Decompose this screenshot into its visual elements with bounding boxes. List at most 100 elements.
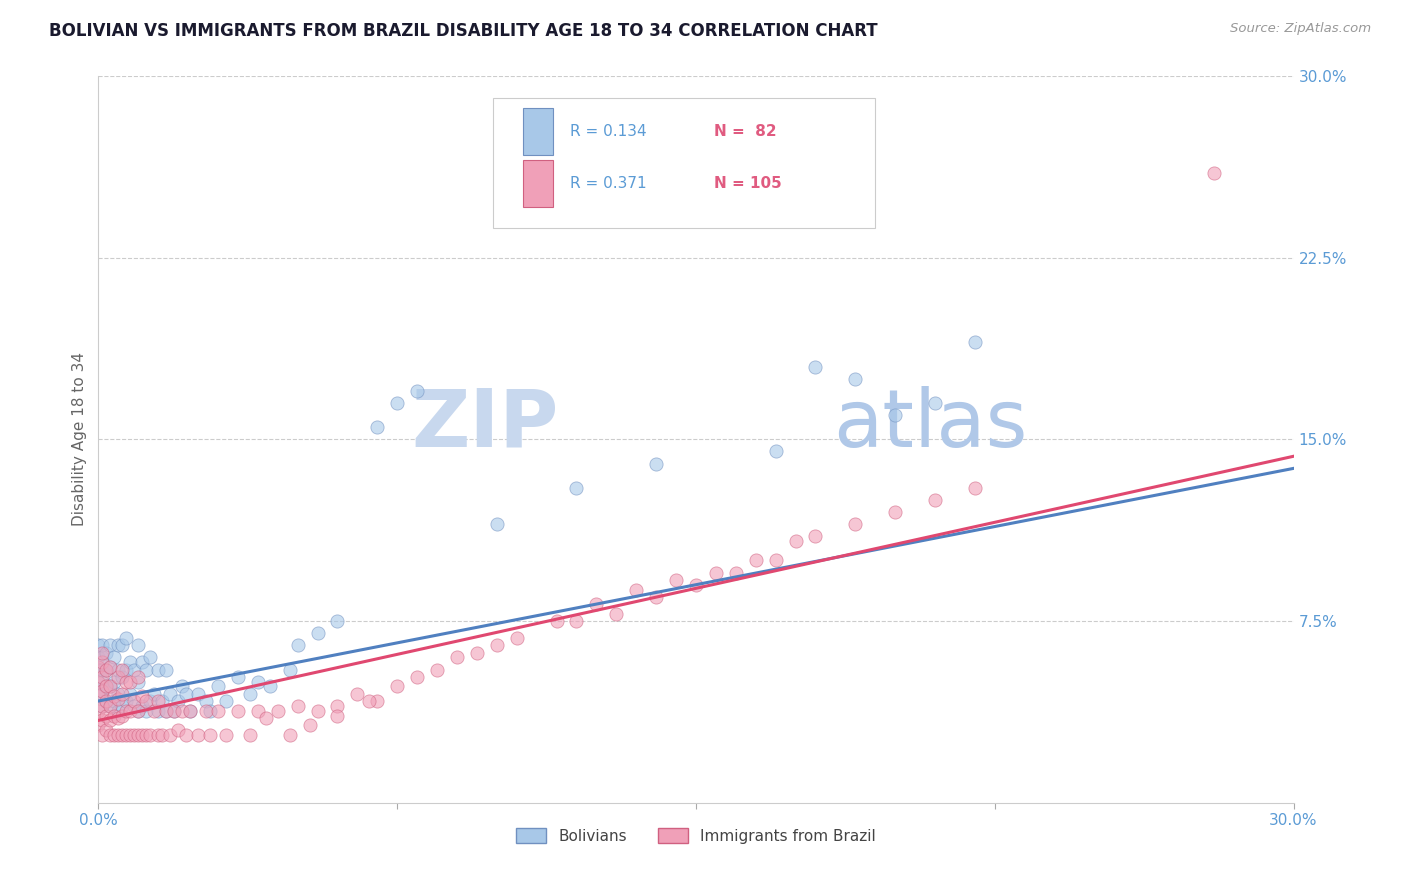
Point <box>103 728 125 742</box>
Point <box>844 517 866 532</box>
Point <box>239 728 262 742</box>
Point <box>326 708 349 723</box>
Point <box>844 372 866 386</box>
Point <box>924 492 946 507</box>
Point <box>139 694 162 708</box>
Point <box>148 663 170 677</box>
Point <box>103 708 125 723</box>
Point <box>150 728 173 742</box>
Point <box>485 517 508 532</box>
Point <box>139 650 162 665</box>
Point <box>195 694 218 708</box>
Point <box>226 704 249 718</box>
Text: Source: ZipAtlas.com: Source: ZipAtlas.com <box>1230 22 1371 36</box>
Point <box>215 694 238 708</box>
Point <box>87 704 110 718</box>
Point <box>163 704 186 718</box>
Point <box>724 566 747 580</box>
Point <box>298 718 321 732</box>
Text: atlas: atlas <box>834 385 1028 464</box>
Point <box>155 663 177 677</box>
Text: R = 0.371: R = 0.371 <box>571 176 647 191</box>
Point <box>226 670 249 684</box>
Point <box>765 444 787 458</box>
Legend: Bolivians, Immigrants from Brazil: Bolivians, Immigrants from Brazil <box>509 822 883 850</box>
Point <box>804 529 827 543</box>
Point <box>96 680 118 694</box>
Point <box>91 638 114 652</box>
Point <box>115 631 138 645</box>
Point <box>172 704 194 718</box>
Point <box>91 698 114 713</box>
Point <box>195 704 218 718</box>
Point <box>96 694 118 708</box>
Point <box>366 420 388 434</box>
Point <box>174 687 197 701</box>
Point <box>115 704 138 718</box>
Point <box>111 708 134 723</box>
Point <box>585 597 607 611</box>
Point <box>91 670 114 684</box>
Point <box>98 680 122 694</box>
Point <box>163 704 186 718</box>
Point <box>111 670 134 684</box>
Point <box>605 607 627 621</box>
Point <box>135 704 157 718</box>
FancyBboxPatch shape <box>523 108 553 155</box>
Point <box>96 723 118 737</box>
Point <box>103 674 125 689</box>
Point <box>546 614 568 628</box>
Point <box>124 694 146 708</box>
Point <box>139 728 162 742</box>
Point <box>884 505 907 519</box>
Point <box>131 698 153 713</box>
Point <box>107 687 129 701</box>
Point <box>91 674 114 689</box>
Point <box>287 638 309 652</box>
Point <box>665 573 688 587</box>
Point <box>179 704 201 718</box>
Point <box>745 553 768 567</box>
Point <box>87 687 110 701</box>
Text: BOLIVIAN VS IMMIGRANTS FROM BRAZIL DISABILITY AGE 18 TO 34 CORRELATION CHART: BOLIVIAN VS IMMIGRANTS FROM BRAZIL DISAB… <box>49 22 877 40</box>
Point <box>91 687 114 701</box>
Point <box>924 396 946 410</box>
Point <box>115 728 138 742</box>
Point <box>98 714 122 728</box>
Point <box>107 728 129 742</box>
Point <box>385 396 409 410</box>
Point <box>278 728 301 742</box>
Point <box>179 704 201 718</box>
Point <box>963 481 986 495</box>
Text: N = 105: N = 105 <box>714 176 782 191</box>
Point <box>326 614 349 628</box>
Point <box>207 680 229 694</box>
Point <box>107 663 129 677</box>
Point <box>98 660 122 674</box>
Point <box>446 650 468 665</box>
Point <box>143 687 166 701</box>
Point <box>127 670 149 684</box>
Point <box>103 694 125 708</box>
Point <box>87 674 110 689</box>
Point <box>115 694 138 708</box>
Point <box>91 714 114 728</box>
Point <box>172 680 194 694</box>
Point <box>96 663 118 677</box>
Point <box>246 674 269 689</box>
Point <box>406 384 429 398</box>
Point <box>98 638 122 652</box>
Point <box>127 704 149 718</box>
Point <box>148 704 170 718</box>
Point <box>150 694 173 708</box>
Point <box>111 663 134 677</box>
Point <box>366 694 388 708</box>
Point <box>91 663 114 677</box>
Text: N =  82: N = 82 <box>714 124 776 139</box>
Point <box>704 566 727 580</box>
Point <box>91 698 114 713</box>
Point <box>87 718 110 732</box>
Point <box>135 663 157 677</box>
Point <box>187 728 209 742</box>
Point <box>565 481 588 495</box>
